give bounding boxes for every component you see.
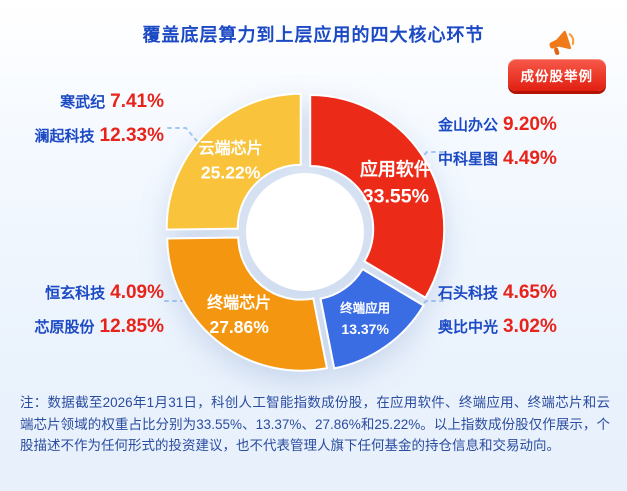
- constituent-example-badge: 成份股举例: [507, 59, 606, 91]
- donut-chart: 应用软件 33.55% 终端应用 13.37% 终端芯片 27.86% 云端芯片 25.22%: [165, 92, 446, 372]
- slice-label: 终端应用: [340, 300, 390, 315]
- donut-hole: [246, 173, 364, 291]
- stock-group-terminal-app: 石头科技 4.65% 奥比中光 3.02%: [438, 281, 557, 349]
- stock-group-terminal-chip: 恒玄科技 4.09% 芯原股份 12.85%: [24, 281, 164, 349]
- slice-value: 27.86%: [209, 317, 269, 337]
- stock-name: 奥比中光: [438, 319, 499, 336]
- stock-row: 寒武纪 7.41%: [24, 90, 164, 115]
- stock-weight: 4.09%: [110, 282, 164, 303]
- slice-value: 33.55%: [363, 185, 429, 207]
- stock-name: 金山办公: [438, 117, 499, 134]
- stock-row: 石头科技 4.65%: [438, 281, 557, 306]
- stock-name: 澜起科技: [34, 128, 95, 145]
- stock-weight: 12.85%: [99, 316, 164, 337]
- stock-row: 澜起科技 12.33%: [24, 124, 164, 149]
- stock-weight: 3.02%: [503, 316, 557, 337]
- pie-slice-4: [165, 92, 302, 231]
- stock-name: 石头科技: [438, 285, 499, 302]
- pie-slice-3: [166, 236, 329, 372]
- megaphone-icon: [549, 30, 575, 56]
- stock-row: 奥比中光 3.02%: [438, 315, 557, 340]
- stock-row: 芯原股份 12.85%: [24, 315, 164, 340]
- disclaimer-note: 注：数据截至2026年1月31日，科创人工智能指数成份股，在应用软件、终端应用、…: [20, 395, 610, 454]
- stock-name: 中科星图: [438, 151, 499, 168]
- stock-group-cloud-chip: 寒武纪 7.41% 澜起科技 12.33%: [24, 90, 164, 158]
- slice-label: 应用软件: [360, 158, 432, 179]
- stock-name: 芯原股份: [34, 319, 95, 336]
- stock-row: 金山办公 9.20%: [438, 113, 557, 138]
- stock-group-app-software: 金山办公 9.20% 中科星图 4.49%: [438, 113, 557, 181]
- slice-label: 云端芯片: [199, 139, 263, 158]
- slice-value: 13.37%: [341, 321, 389, 337]
- slice-value: 25.22%: [201, 163, 261, 183]
- pie-slice-1: [309, 94, 446, 299]
- stock-weight: 4.65%: [503, 282, 557, 303]
- stock-row: 恒玄科技 4.09%: [24, 281, 164, 306]
- pie-slice-2: [319, 267, 425, 370]
- stock-name: 寒武纪: [60, 94, 106, 111]
- stock-name: 恒玄科技: [45, 285, 106, 302]
- stock-weight: 12.33%: [99, 125, 164, 146]
- page-title: 覆盖底层算力到上层应用的四大核心环节: [142, 25, 485, 45]
- stock-row: 中科星图 4.49%: [438, 147, 557, 172]
- stock-weight: 4.49%: [503, 148, 557, 169]
- stock-weight: 7.41%: [110, 91, 164, 112]
- stock-weight: 9.20%: [503, 114, 557, 135]
- slice-label: 终端芯片: [207, 293, 271, 312]
